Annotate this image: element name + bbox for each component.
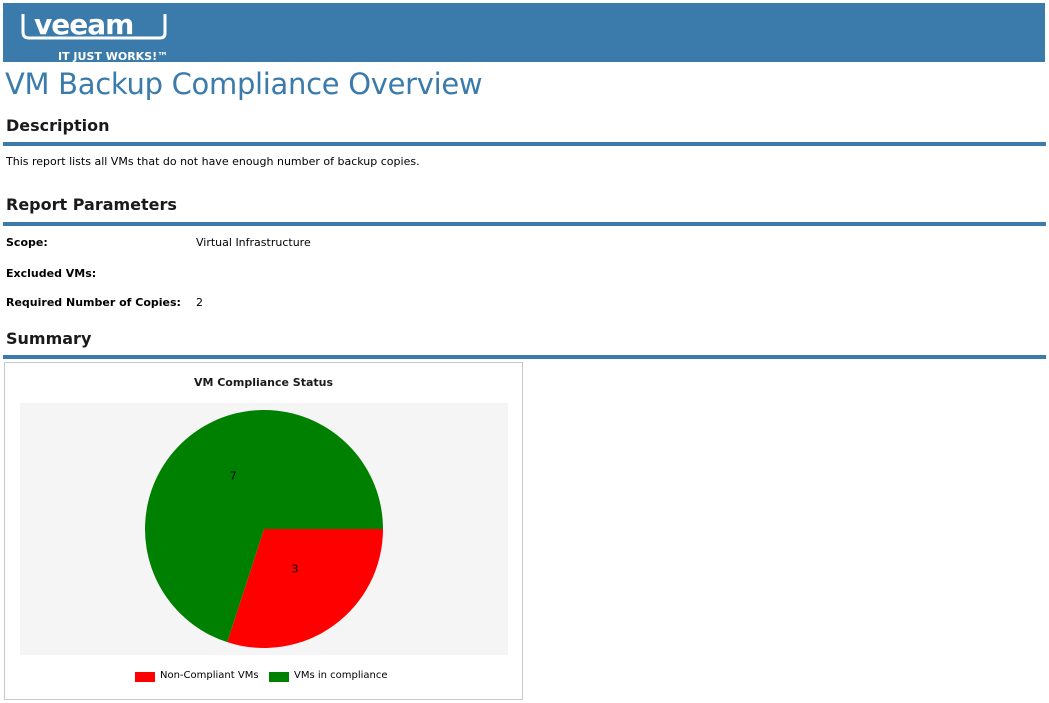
logo-tagline: IT JUST WORKS!™ <box>58 50 168 63</box>
chart-title: VM Compliance Status <box>193 376 334 389</box>
veeam-logo: veeam IT JUST WORKS!™ <box>20 8 170 64</box>
required-copies-label: Required Number of Copies: <box>6 296 181 309</box>
pie-data-label-non-compliant: 3 <box>291 563 298 576</box>
summary-divider <box>3 355 1046 359</box>
pie-chart: 37 <box>145 410 383 648</box>
page-title: VM Backup Compliance Overview <box>5 67 483 101</box>
legend-swatch-non-compliant <box>135 672 155 682</box>
legend-swatch-compliant <box>269 672 289 682</box>
pie-slice-non-compliant <box>227 529 383 648</box>
description-text: This report lists all VMs that do not ha… <box>6 155 420 168</box>
description-divider <box>3 142 1046 146</box>
pie-slice-compliant <box>145 410 383 643</box>
parameters-heading: Report Parameters <box>6 195 177 214</box>
scope-label: Scope: <box>6 236 48 249</box>
pie-data-label-compliant: 7 <box>230 469 237 482</box>
legend-label-compliant: VMs in compliance <box>294 670 388 681</box>
parameters-divider <box>3 222 1046 226</box>
logo-wordmark: veeam <box>34 8 133 41</box>
summary-heading: Summary <box>6 329 92 348</box>
excluded-vms-label: Excluded VMs: <box>6 267 97 280</box>
legend-label-non-compliant: Non-Compliant VMs <box>160 670 259 681</box>
required-copies-value: 2 <box>196 296 203 309</box>
description-heading: Description <box>6 116 110 135</box>
scope-value: Virtual Infrastructure <box>196 236 311 249</box>
header-banner: veeam IT JUST WORKS!™ <box>3 3 1045 64</box>
